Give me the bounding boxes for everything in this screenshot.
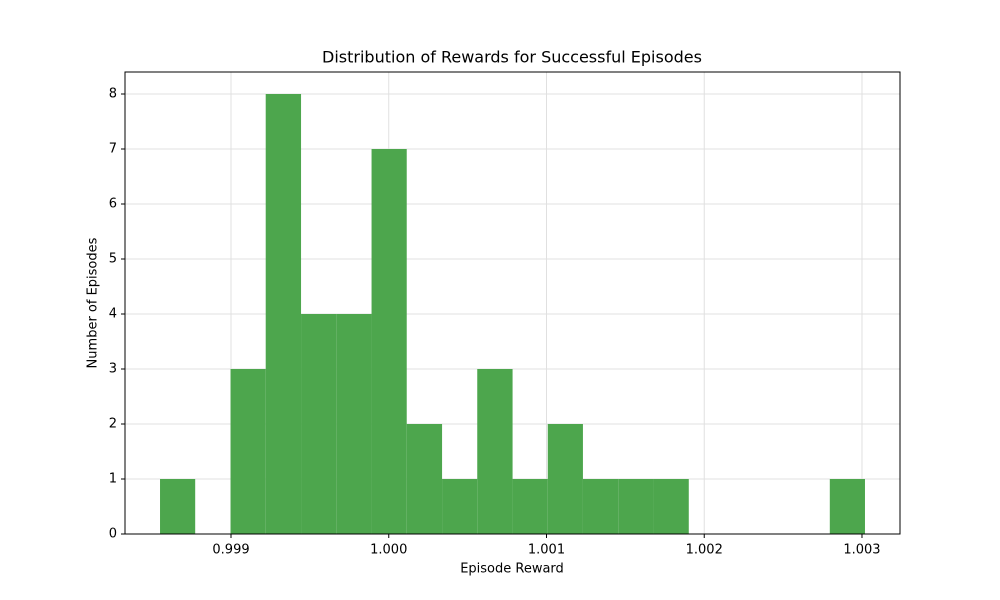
y-tick-label: 4 [109,307,117,322]
bar [512,479,548,534]
y-tick-label: 3 [109,362,117,377]
plot-frame [124,71,901,535]
bar [160,479,196,534]
y-tick-label: 7 [109,142,117,157]
bar [582,479,619,534]
bar [406,424,443,534]
y-tick-label: 5 [109,252,117,267]
y-axis-label: Number of Episodes [86,237,101,368]
bar [829,479,865,534]
bar [653,479,689,534]
y-tick-label: 1 [109,472,117,487]
y-tick-label: 2 [109,417,117,432]
x-tick-label: 0.999 [212,543,249,558]
x-tick-label: 1.002 [686,543,723,558]
x-tick-label: 1.003 [843,543,880,558]
bar [547,424,583,534]
bar [618,479,654,534]
bar [477,369,513,534]
y-tick-label: 8 [109,87,117,102]
x-tick-label: 1.000 [370,543,407,558]
y-tick-label: 0 [109,527,117,542]
bar [442,479,478,534]
bar [371,149,407,534]
y-tick-label: 6 [109,197,117,212]
x-tick-label: 1.001 [528,543,565,558]
bar [230,369,266,534]
chart-title: Distribution of Rewards for Successful E… [322,48,702,67]
bar [336,314,372,534]
bar [265,94,302,534]
x-axis-label: Episode Reward [460,562,564,577]
bar [301,314,337,534]
